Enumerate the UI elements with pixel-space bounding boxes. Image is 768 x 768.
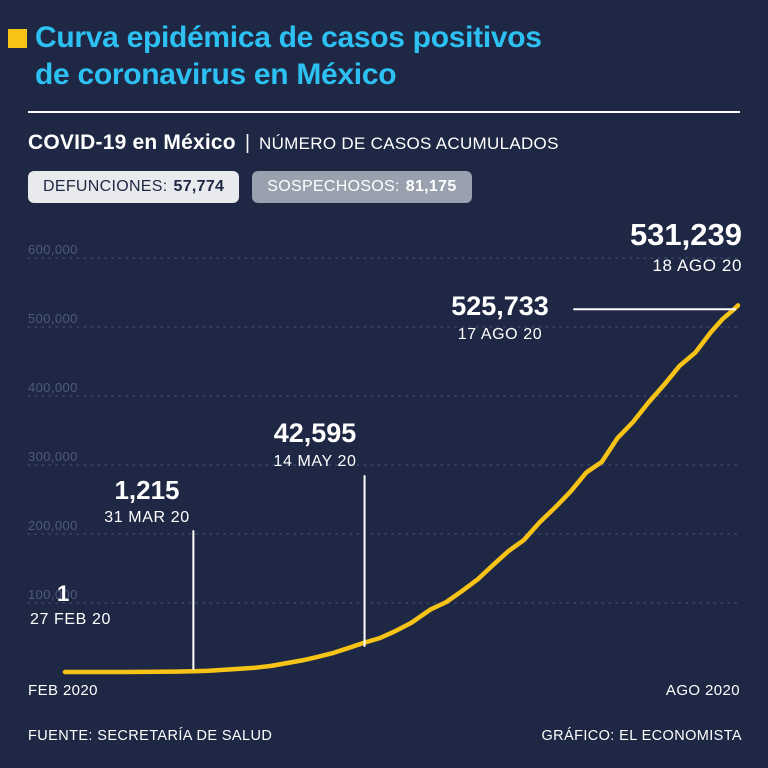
title-accent-square: [8, 29, 27, 48]
graphic-credit: GRÁFICO: EL ECONOMISTA: [541, 728, 742, 744]
subtitle-rest: NÚMERO DE CASOS ACUMULADOS: [259, 134, 559, 153]
cases-curve: [62, 303, 741, 675]
chart-subtitle: COVID-19 en México | NÚMERO DE CASOS ACU…: [28, 131, 559, 155]
page-title-line-2: de coronavirus en México: [35, 57, 397, 91]
deaths-badge: DEFUNCIONES: 57,774: [28, 171, 240, 203]
header: Curva epidémica de casos positivos de co…: [8, 20, 542, 93]
x-axis-start-label: FEB 2020: [28, 682, 98, 699]
suspected-badge: SOSPECHOSOS: 81,175: [252, 171, 472, 203]
x-axis-end-label: AGO 2020: [665, 682, 740, 699]
header-divider: [28, 111, 740, 113]
deaths-badge-value: 57,774: [173, 178, 225, 195]
suspected-badge-value: 81,175: [405, 178, 457, 195]
suspected-badge-label: SOSPECHOSOS:: [267, 178, 400, 195]
deaths-badge-label: DEFUNCIONES:: [43, 178, 168, 195]
source-credit: FUENTE: SECRETARÍA DE SALUD: [28, 728, 273, 744]
subtitle-separator: |: [244, 132, 251, 154]
subtitle-bold: COVID-19 en México: [28, 131, 236, 154]
page-title-line-1: Curva epidémica de casos positivos: [35, 21, 542, 54]
page-title: Curva epidémica de casos positivos de co…: [35, 20, 542, 93]
stat-badges: DEFUNCIONES: 57,774 SOSPECHOSOS: 81,175: [28, 171, 472, 203]
footer: FUENTE: SECRETARÍA DE SALUD GRÁFICO: EL …: [28, 728, 742, 744]
